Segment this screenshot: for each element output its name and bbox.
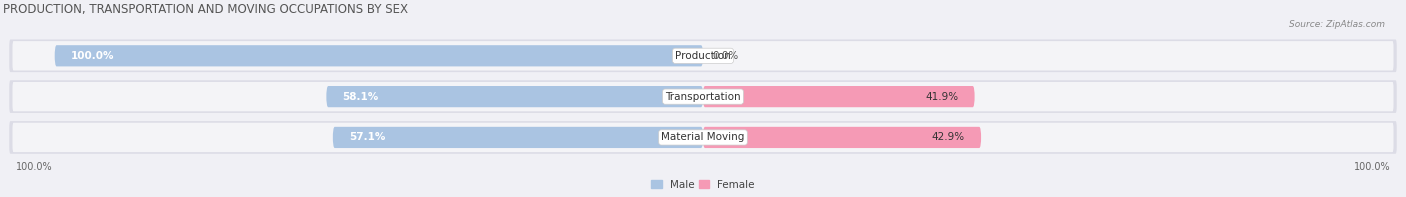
Legend: Male, Female: Male, Female xyxy=(647,176,759,194)
Text: Production: Production xyxy=(675,51,731,61)
FancyBboxPatch shape xyxy=(13,41,1393,71)
FancyBboxPatch shape xyxy=(55,45,703,66)
Text: Material Moving: Material Moving xyxy=(661,132,745,142)
Text: 41.9%: 41.9% xyxy=(925,92,959,102)
FancyBboxPatch shape xyxy=(703,127,981,148)
FancyBboxPatch shape xyxy=(10,121,1396,154)
Text: 42.9%: 42.9% xyxy=(932,132,965,142)
FancyBboxPatch shape xyxy=(13,82,1393,111)
FancyBboxPatch shape xyxy=(10,80,1396,113)
Text: Source: ZipAtlas.com: Source: ZipAtlas.com xyxy=(1289,20,1385,29)
FancyBboxPatch shape xyxy=(326,86,703,107)
FancyBboxPatch shape xyxy=(333,127,703,148)
Text: 100.0%: 100.0% xyxy=(1354,162,1391,172)
Text: 57.1%: 57.1% xyxy=(349,132,385,142)
Text: 100.0%: 100.0% xyxy=(70,51,114,61)
Text: 0.0%: 0.0% xyxy=(713,51,740,61)
Text: PRODUCTION, TRANSPORTATION AND MOVING OCCUPATIONS BY SEX: PRODUCTION, TRANSPORTATION AND MOVING OC… xyxy=(3,3,408,16)
Text: 58.1%: 58.1% xyxy=(343,92,378,102)
FancyBboxPatch shape xyxy=(13,123,1393,152)
Text: Transportation: Transportation xyxy=(665,92,741,102)
FancyBboxPatch shape xyxy=(703,86,974,107)
Text: 100.0%: 100.0% xyxy=(15,162,52,172)
FancyBboxPatch shape xyxy=(10,39,1396,72)
